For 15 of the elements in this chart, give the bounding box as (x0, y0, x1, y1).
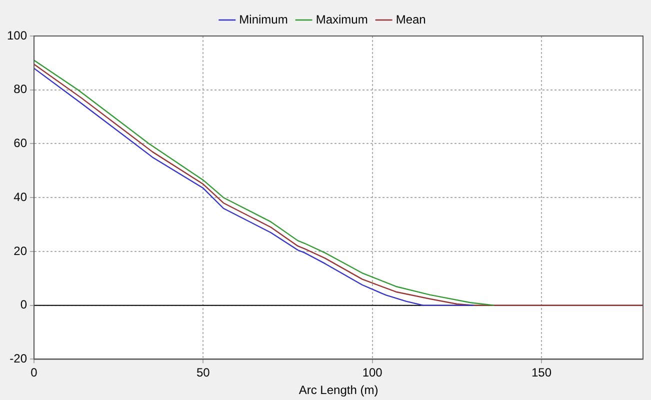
x-axis-title: Arc Length (m) (298, 383, 378, 398)
y-tick-label: 20 (14, 244, 28, 258)
y-tick-label: 100 (6, 28, 28, 42)
y-tick-label: 40 (14, 190, 28, 204)
x-tick-label: 50 (196, 366, 210, 380)
x-tick-label: 100 (362, 366, 383, 380)
y-tick-label: 60 (14, 136, 28, 150)
x-tick-label: 150 (531, 366, 552, 380)
legend-label: Minimum (239, 12, 288, 26)
y-tick-label: -20 (10, 352, 28, 366)
x-tick-label: 0 (30, 366, 38, 380)
legend-label: Mean (396, 12, 426, 26)
y-tick-label: 80 (14, 82, 28, 96)
legend-label: Maximum (316, 12, 368, 26)
y-tick-label: 0 (20, 298, 28, 312)
